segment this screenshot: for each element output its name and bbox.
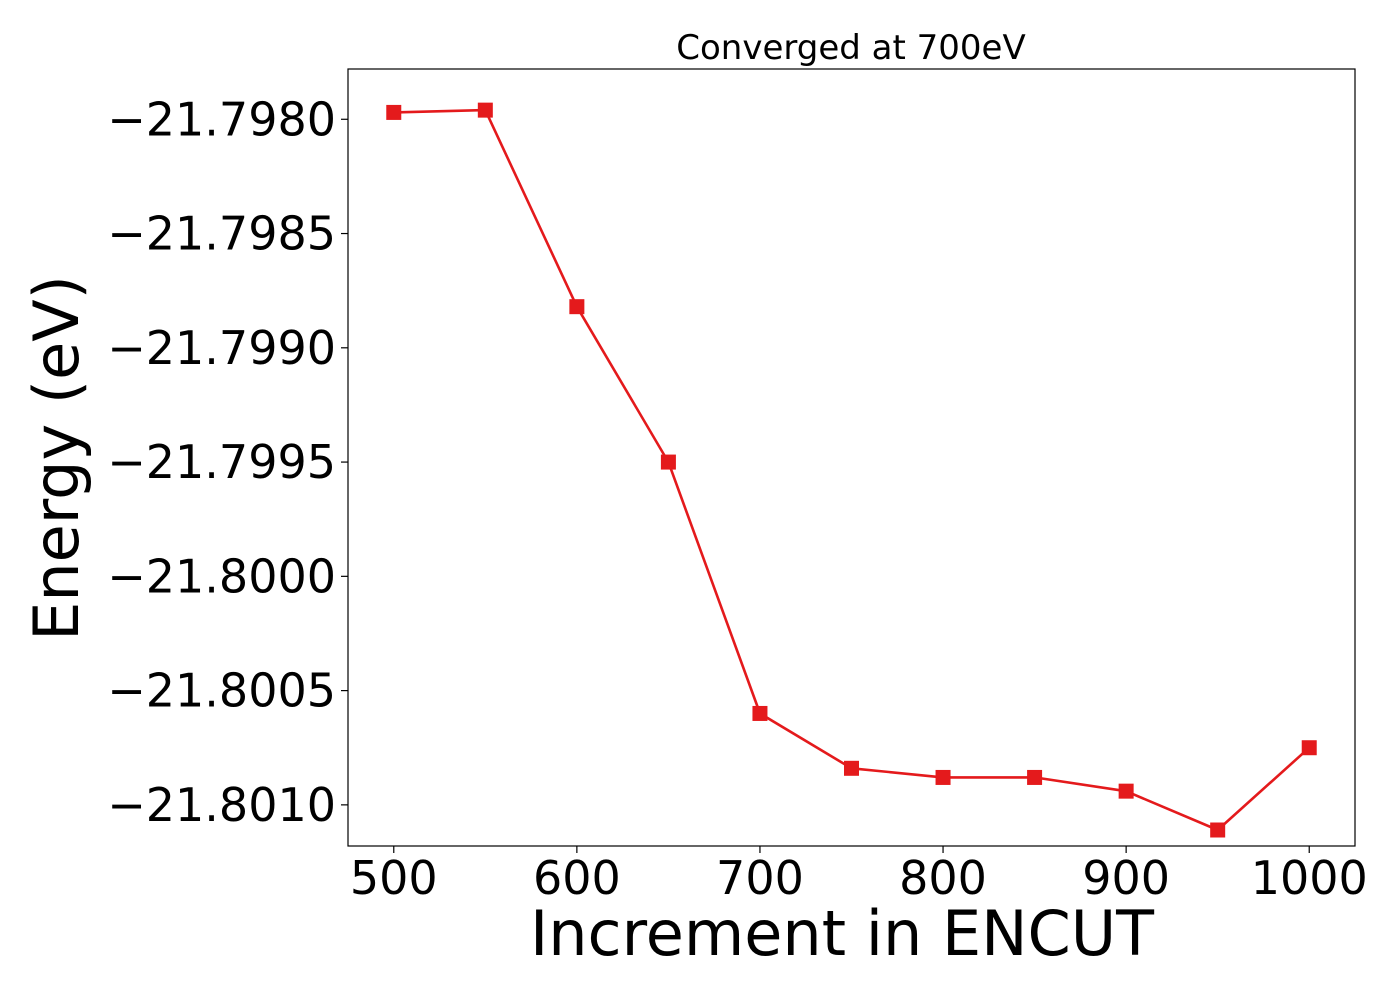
y-tick-label: −21.8005 [107,664,336,718]
plot-frame [347,68,1356,847]
data-point-marker [477,102,493,118]
y-tick-label: −21.8010 [107,778,336,832]
data-point-marker [752,705,768,721]
data-point-marker [1118,783,1134,799]
data-point-marker [660,454,676,470]
data-point-marker [569,299,585,315]
y-tick-label: −21.7985 [107,207,336,261]
x-tick-label: 500 [350,851,438,905]
y-tick-label: −21.7995 [107,435,336,489]
x-tick-label: 900 [1082,851,1170,905]
data-point-marker [1301,740,1317,756]
chart-title: Converged at 700eV [676,28,1025,68]
x-axis: 500 600 700 800 900 1000 [350,846,1368,905]
data-point-marker [386,104,402,120]
y-tick-label: −21.7990 [107,321,336,375]
x-tick-label: 700 [716,851,804,905]
plot-area [386,102,1317,838]
x-tick-label: 600 [533,851,621,905]
data-point-marker [1027,769,1043,785]
y-tick-label: −21.7980 [107,92,336,146]
x-tick-label: 800 [899,851,987,905]
y-axis-label: Energy (eV) [20,275,93,641]
data-point-marker [844,760,859,776]
x-axis-label: Increment in ENCUT [530,897,1155,970]
y-tick-label: −21.8000 [107,549,336,603]
x-tick-label: 1000 [1251,851,1368,905]
data-point-marker [935,769,951,785]
y-axis: −21.7980 −21.7985 −21.7990 −21.7995 −21.8000… [107,92,348,832]
data-point-marker [1210,822,1226,838]
